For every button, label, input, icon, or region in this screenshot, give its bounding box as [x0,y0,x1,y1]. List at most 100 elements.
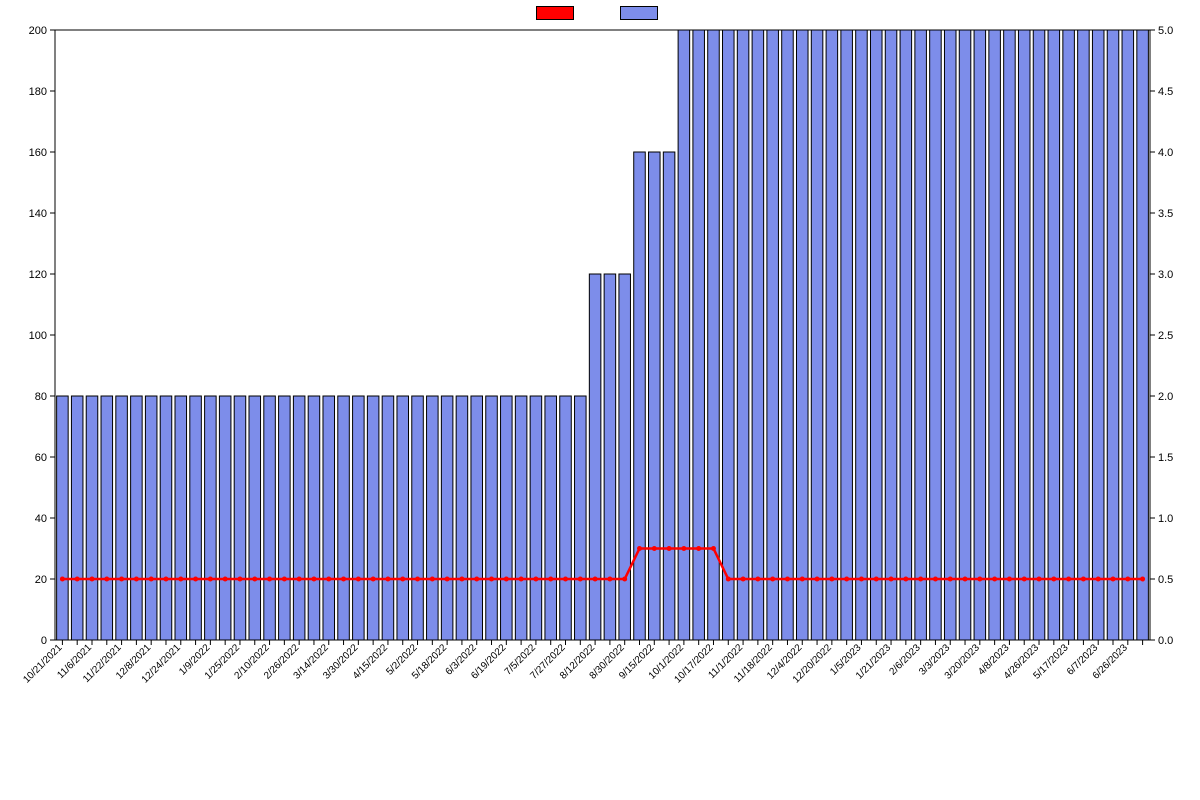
line-marker [533,577,538,582]
bar [604,274,616,640]
bar [767,30,779,640]
bar [1063,30,1075,640]
y-left-tick-label: 180 [29,86,47,98]
line-marker [149,577,154,582]
bar [737,30,749,640]
line-marker [948,577,953,582]
bar [515,396,527,640]
y-left-tick-label: 40 [35,513,47,525]
y-right-tick-label: 1.0 [1158,513,1173,525]
bar [441,396,453,640]
line-marker [341,577,346,582]
x-tick-label: 10/21/2021 [21,642,64,685]
line-marker [1081,577,1086,582]
bar [974,30,986,640]
bar [338,396,350,640]
bar [959,30,971,640]
bar [1033,30,1045,640]
y-right-tick-label: 3.5 [1158,208,1173,220]
line-marker [889,577,894,582]
line-marker [104,577,109,582]
line-marker [1037,577,1042,582]
y-left-tick-label: 200 [29,25,47,37]
line-marker [282,577,287,582]
bar [71,396,83,640]
line-marker [326,577,331,582]
y-left-tick-label: 0 [41,635,47,647]
bar [619,274,631,640]
bar [86,396,98,640]
bar [382,396,394,640]
line-marker [563,577,568,582]
legend-swatch-red [536,6,574,20]
line-marker [992,577,997,582]
bar [101,396,113,640]
bar [826,30,838,640]
bar [249,396,261,640]
bar [930,30,942,640]
bar [870,30,882,640]
bar [116,396,128,640]
line-marker [89,577,94,582]
line-marker [1096,577,1101,582]
bar [427,396,439,640]
line-marker [681,546,686,551]
bar [752,30,764,640]
bar [560,396,572,640]
y-right-tick-label: 0.0 [1158,635,1173,647]
y-left-tick-label: 140 [29,208,47,220]
bar [308,396,320,640]
bar [811,30,823,640]
line-marker [311,577,316,582]
bar [205,396,217,640]
bar [323,396,335,640]
line-marker [963,577,968,582]
y-right-tick-label: 5.0 [1158,25,1173,37]
line-marker [223,577,228,582]
chart-container: 0204060801001201401601802000.00.51.01.52… [0,0,1200,800]
bar [796,30,808,640]
line-marker [578,577,583,582]
legend [0,6,1200,20]
bar [663,152,675,640]
line-marker [400,577,405,582]
line-marker [844,577,849,582]
line-marker [652,546,657,551]
line-marker [489,577,494,582]
bar [1078,30,1090,640]
line-marker [667,546,672,551]
y-left-tick-label: 100 [29,330,47,342]
bar [1122,30,1134,640]
bar [545,396,557,640]
y-right-tick-label: 2.0 [1158,391,1173,403]
bar [900,30,912,640]
y-left-tick-label: 120 [29,269,47,281]
bar [486,396,498,640]
line-marker [593,577,598,582]
x-tick-label: 2/6/2023 [887,642,923,678]
bar [782,30,794,640]
line-marker [134,577,139,582]
legend-swatch-blue [620,6,658,20]
bar [145,396,157,640]
line-marker [415,577,420,582]
bar [160,396,172,640]
line-marker [237,577,242,582]
bar [575,396,587,640]
line-marker [252,577,257,582]
line-marker [1125,577,1130,582]
bar [57,396,69,640]
y-left-tick-label: 80 [35,391,47,403]
y-left-tick-label: 160 [29,147,47,159]
bar [234,396,246,640]
line-marker [163,577,168,582]
line-marker [637,546,642,551]
line-marker [474,577,479,582]
bar [397,396,409,640]
line-marker [267,577,272,582]
line-marker [918,577,923,582]
bar [501,396,513,640]
line-marker [75,577,80,582]
line-marker [1140,577,1145,582]
line-marker [60,577,65,582]
